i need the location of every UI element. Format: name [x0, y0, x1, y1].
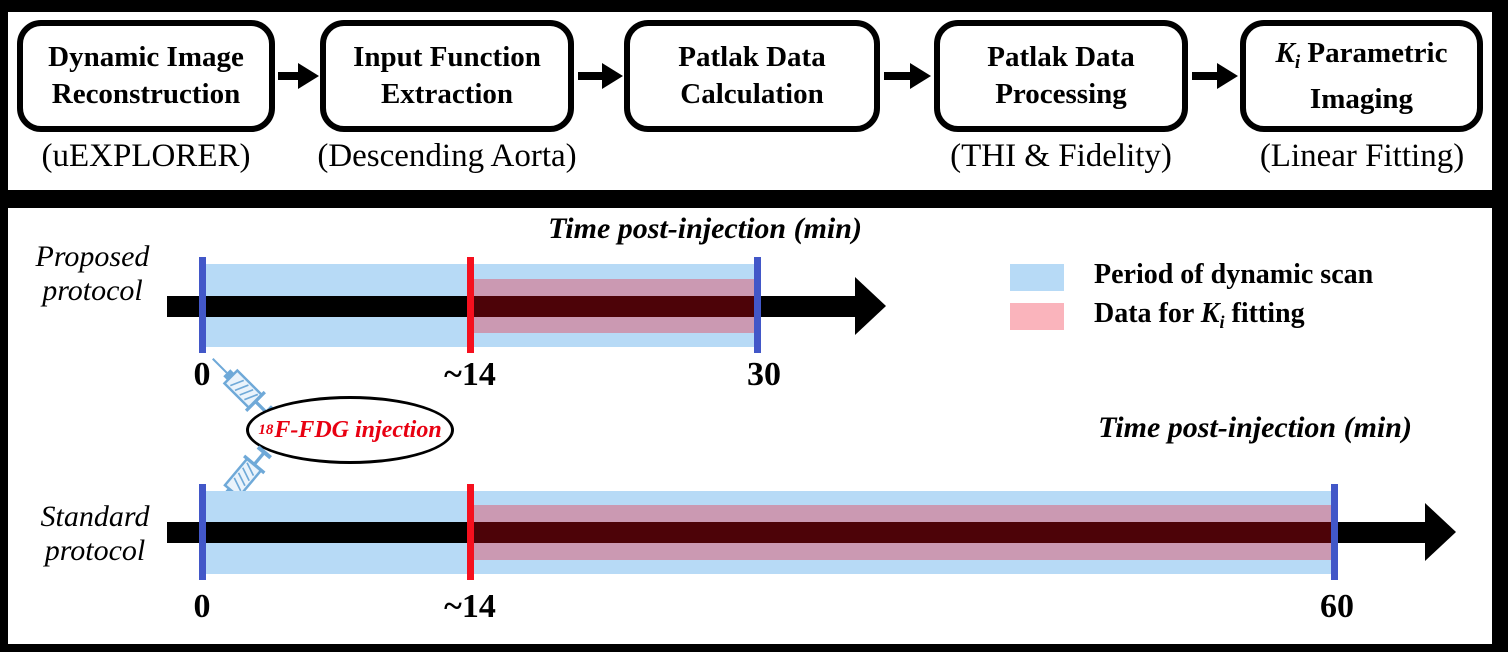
- flow-arrow: [578, 72, 603, 80]
- flow-step-patlak-processing: Patlak Data Processing: [934, 20, 1188, 132]
- time-axis-standard: [167, 522, 1425, 543]
- time-axis-arrowhead-proposed: [855, 277, 886, 335]
- flow-arrow: [884, 72, 911, 80]
- flow-step-patlak-calculation: Patlak Data Calculation: [624, 20, 880, 132]
- flow-step-title: Ki Parametric Imaging: [1275, 36, 1448, 115]
- injection-label: F-FDG injection: [274, 416, 442, 443]
- tick-scan-end-proposed: [754, 257, 761, 353]
- flow-arrow: [278, 72, 300, 80]
- flow-step-caption-thi: (THI & Fidelity): [950, 138, 1172, 174]
- tick-label-60-standard: 60: [1320, 588, 1354, 625]
- injection-callout: 18 F-FDG injection: [246, 396, 454, 464]
- tick-scan-start-standard: [199, 484, 206, 580]
- legend-label-fit: Data for Ki fitting: [1094, 298, 1305, 332]
- flow-step-title: Patlak Data Processing: [987, 41, 1135, 110]
- legend-swatch-scan: [1010, 264, 1064, 291]
- axis-title-standard: Time post-injection (min): [1098, 411, 1412, 444]
- standard-protocol-label: Standard protocol: [40, 500, 150, 567]
- fitting-period-band-proposed: [470, 279, 758, 333]
- time-axis-arrowhead-standard: [1425, 503, 1456, 561]
- axis-title-proposed: Time post-injection (min): [548, 212, 862, 245]
- isotope-superscript: 18: [258, 421, 274, 438]
- tick-label-14-standard: ~14: [444, 588, 496, 625]
- flow-arrowhead-icon: [298, 63, 319, 89]
- flow-step-reconstruction: Dynamic Image Reconstruction: [17, 20, 275, 132]
- flow-arrowhead-icon: [910, 63, 931, 89]
- fitting-period-band-standard: [470, 505, 1335, 560]
- proposed-protocol-label: Proposed protocol: [35, 240, 150, 307]
- flow-step-caption-uexplorer: (uEXPLORER): [41, 138, 251, 174]
- flow-step-input-function: Input Function Extraction: [320, 20, 574, 132]
- flow-step-ki-imaging: Ki Parametric Imaging: [1240, 20, 1483, 132]
- tick-scan-end-standard: [1331, 484, 1338, 580]
- tick-scan-start-proposed: [199, 257, 206, 353]
- tick-fit-start-standard: [467, 484, 474, 580]
- legend-swatch-fit: [1010, 303, 1064, 330]
- time-axis-proposed: [167, 296, 855, 317]
- flow-step-caption-aorta: (Descending Aorta): [317, 138, 577, 174]
- flow-arrowhead-icon: [602, 63, 623, 89]
- flow-arrowhead-icon: [1217, 63, 1238, 89]
- flow-arrow: [1192, 72, 1218, 80]
- tick-label-14-proposed: ~14: [444, 356, 496, 393]
- flow-step-title: Dynamic Image Reconstruction: [48, 41, 244, 110]
- tick-label-0-proposed: 0: [193, 356, 211, 393]
- flow-step-title: Patlak Data Calculation: [678, 41, 826, 110]
- tick-label-0-standard: 0: [193, 588, 211, 625]
- flow-step-caption-fitting: (Linear Fitting): [1259, 138, 1465, 174]
- tick-fit-start-proposed: [467, 257, 474, 353]
- flow-step-title: Input Function Extraction: [353, 41, 541, 110]
- tick-label-30-proposed: 30: [747, 356, 781, 393]
- legend-label-scan: Period of dynamic scan: [1094, 259, 1374, 290]
